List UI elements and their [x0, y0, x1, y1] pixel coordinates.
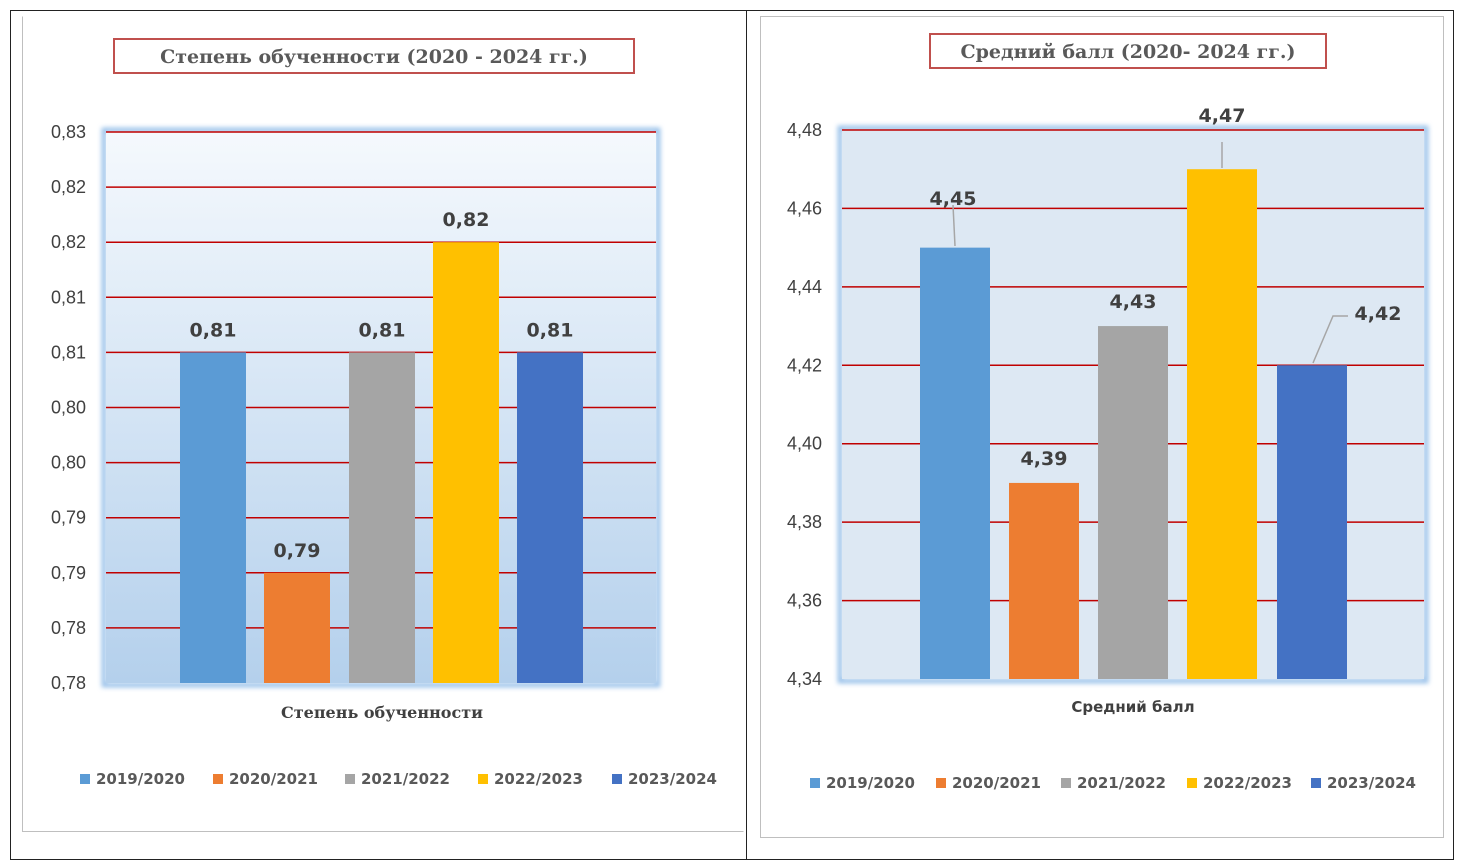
- y-tick-label: 4,36: [787, 591, 822, 611]
- leader-line: [1312, 315, 1348, 364]
- chart-title: Степень обученности (2020 - 2024 гг.): [160, 46, 588, 68]
- bar-2021-2022: [349, 352, 415, 683]
- data-label: 0,81: [527, 319, 574, 341]
- y-tick-label: 4,42: [787, 355, 822, 375]
- legend-label: 2023/2024: [1327, 774, 1416, 792]
- bar-2020-2021: [264, 572, 330, 683]
- y-tick-label: 0,80: [51, 453, 86, 473]
- page-frame: [10, 10, 1454, 860]
- legend-swatch: [1061, 778, 1071, 788]
- x-axis-label: Средний балл: [1071, 698, 1194, 716]
- y-tick-label: 0,82: [51, 177, 86, 197]
- y-tick-label: 0,82: [51, 232, 86, 252]
- data-label: 4,43: [1110, 291, 1157, 313]
- y-tick-label: 4,48: [787, 120, 822, 140]
- plot-area-glow: [101, 127, 661, 688]
- chart-title: Средний балл (2020- 2024 гг.): [960, 41, 1295, 63]
- data-label: 0,82: [443, 209, 490, 231]
- data-label: 0,79: [274, 540, 321, 562]
- legend-label: 2019/2020: [826, 774, 915, 792]
- leader-line: [952, 204, 956, 247]
- column-divider: [746, 10, 747, 860]
- data-label: 4,47: [1199, 105, 1246, 127]
- data-label: 4,42: [1355, 303, 1402, 325]
- y-tick-label: 4,46: [787, 198, 822, 218]
- legend-swatch: [478, 774, 488, 784]
- legend-swatch: [345, 774, 355, 784]
- y-tick-label: 0,83: [51, 122, 86, 142]
- bar-2019-2020: [180, 352, 246, 683]
- legend-swatch: [810, 778, 820, 788]
- chart-title-box: [113, 38, 635, 74]
- legend-swatch: [1311, 778, 1321, 788]
- bar-2022-2023: [1187, 169, 1257, 679]
- data-label: 4,39: [1021, 448, 1068, 470]
- plot-area-glow: [837, 125, 1429, 684]
- y-tick-label: 0,78: [51, 673, 86, 693]
- data-label: 0,81: [359, 319, 406, 341]
- legend-label: 2019/2020: [96, 770, 185, 788]
- bar-2022-2023: [433, 242, 499, 683]
- y-tick-label: 4,38: [787, 512, 822, 532]
- y-tick-label: 4,44: [787, 277, 822, 297]
- y-tick-label: 0,80: [51, 398, 86, 418]
- data-label: 0,81: [190, 319, 237, 341]
- legend-label: 2022/2023: [1203, 774, 1292, 792]
- chart-title-box: [929, 33, 1327, 69]
- legend-label: 2021/2022: [1077, 774, 1166, 792]
- y-tick-label: 0,79: [51, 508, 86, 528]
- chart-right: 4,34 4,36 4,38 4,40 4,42 4,44 4,46 4,48 4,45 4,39…: [787, 33, 1429, 792]
- chart-left: 0,78 0,78 0,79 0,79 0,80 0,80 0,81 0,81 0,82 0,82…: [51, 38, 717, 788]
- y-tick-label: 4,40: [787, 434, 822, 454]
- legend-label: 2023/2024: [628, 770, 717, 788]
- bar-2019-2020: [920, 247, 990, 679]
- legend-swatch: [213, 774, 223, 784]
- y-tick-label: 0,81: [51, 342, 86, 362]
- legend-label: 2020/2021: [229, 770, 318, 788]
- y-tick-label: 4,34: [787, 669, 822, 689]
- legend-swatch: [80, 774, 90, 784]
- data-label: 4,45: [930, 188, 977, 210]
- legend-swatch: [1187, 778, 1197, 788]
- bar-2021-2022: [1098, 326, 1168, 679]
- legend-swatch: [612, 774, 622, 784]
- legend-swatch: [936, 778, 946, 788]
- y-tick-label: 0,78: [51, 618, 86, 638]
- legend-label: 2020/2021: [952, 774, 1041, 792]
- y-tick-label: 0,81: [51, 287, 86, 307]
- bar-2020-2021: [1009, 482, 1079, 679]
- x-axis-label: Степень обученности: [281, 703, 483, 722]
- bar-2023-2024: [517, 352, 583, 683]
- bar-2023-2024: [1277, 365, 1347, 679]
- legend-label: 2022/2023: [494, 770, 583, 788]
- legend-label: 2021/2022: [361, 770, 450, 788]
- y-tick-label: 0,79: [51, 563, 86, 583]
